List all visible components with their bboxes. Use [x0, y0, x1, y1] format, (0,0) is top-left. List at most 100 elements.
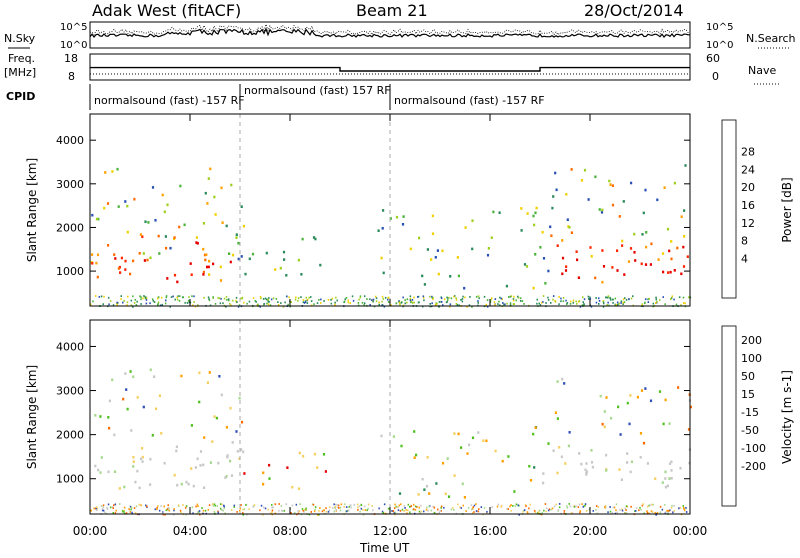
velocity-cell [333, 503, 335, 506]
velocity-cell [101, 509, 104, 512]
power-cell [369, 298, 371, 301]
velocity-cell [664, 470, 667, 474]
velocity-cell [298, 510, 301, 512]
noise-left-tick-low: 10^0 [60, 40, 87, 51]
power-cell [523, 303, 525, 305]
velocity-cell [471, 507, 474, 510]
power-cell [371, 299, 373, 301]
freq-unit: [MHz] [4, 66, 36, 79]
power-cell [670, 257, 673, 261]
velocity-cell [447, 495, 451, 498]
velocity-cell [435, 482, 438, 485]
velocity-cell [500, 506, 503, 508]
velocity-cell [423, 488, 426, 491]
velocity-cell [413, 456, 416, 459]
velocity-cell [157, 505, 159, 507]
velocity-cell [233, 506, 235, 508]
y-tick-label: 3000 [56, 385, 84, 398]
power-cell [331, 297, 334, 300]
velocity-cell [523, 509, 526, 511]
power-cell [611, 203, 615, 207]
velocity-cell [617, 405, 620, 409]
velocity-cell [457, 503, 459, 506]
velocity-cell [452, 507, 454, 509]
power-cell [358, 298, 360, 301]
velocity-cell [224, 476, 227, 479]
velocity-cell [216, 505, 218, 507]
velocity-cell [348, 505, 350, 508]
velocity-cell [333, 510, 335, 513]
velocity-cell [585, 510, 588, 512]
power-cell [126, 230, 129, 234]
power-cell [541, 230, 544, 234]
velocity-cell [286, 466, 289, 469]
power-cell [605, 296, 608, 299]
power-cell [104, 171, 107, 174]
velocity-cell [164, 513, 166, 516]
velocity-cell [348, 509, 350, 512]
power-cell [583, 168, 587, 172]
power-cell [652, 302, 655, 305]
velocity-cell [668, 477, 671, 480]
noise-search-label: N.Search [746, 32, 796, 45]
power-cell [542, 301, 544, 303]
colorbar-tick-label: 20 [741, 181, 755, 194]
velocity-cell [526, 511, 529, 513]
power-cell [431, 295, 433, 298]
velocity-cell [203, 486, 206, 489]
velocity-cell [404, 507, 406, 509]
power-cell [411, 302, 414, 304]
x-axis-label: Time UT [359, 541, 410, 554]
power-cell [235, 299, 237, 302]
power-cell [192, 304, 194, 307]
velocity-cell [501, 459, 504, 463]
velocity-cell [556, 471, 559, 475]
velocity-cell [477, 510, 480, 513]
velocity-cell [327, 510, 330, 513]
velocity-cell [477, 431, 480, 434]
velocity-cell [359, 510, 361, 513]
velocity-cell [135, 505, 138, 508]
power-cell [395, 302, 397, 305]
velocity-cell [683, 508, 685, 510]
velocity-cell [336, 503, 339, 506]
power-cell [381, 295, 384, 298]
velocity-cell [175, 445, 178, 449]
power-cell [237, 241, 240, 245]
power-cell [404, 302, 406, 305]
velocity-cell [659, 511, 662, 514]
velocity-cell [638, 509, 640, 512]
velocity-cell [472, 506, 474, 509]
velocity-cell [547, 442, 550, 445]
velocity-cell [125, 388, 128, 391]
velocity-cell [138, 486, 141, 490]
power-cell [126, 204, 129, 208]
power-cell [673, 298, 675, 301]
power-cell [163, 210, 166, 214]
colorbar-tick-label: 200 [741, 334, 762, 347]
power-cell [352, 299, 355, 302]
velocity-cell [382, 511, 384, 514]
velocity-cell [173, 508, 175, 510]
velocity-cell [344, 510, 347, 513]
power-cell [103, 295, 105, 298]
colorbar-tick-label: -200 [741, 460, 766, 473]
power-cell [96, 253, 100, 257]
power-cell [601, 280, 604, 284]
velocity-cell [107, 470, 110, 474]
velocity-cell [291, 504, 294, 507]
velocity-cell [272, 506, 274, 508]
velocity-cell [575, 505, 577, 508]
power-cell [566, 302, 569, 304]
power-cell [145, 297, 148, 299]
velocity-cell [524, 503, 527, 506]
velocity-cell [612, 506, 614, 509]
power-cell [133, 197, 136, 201]
power-cell [133, 302, 136, 304]
velocity-cell [650, 510, 653, 513]
velocity-cell [620, 478, 623, 481]
power-cell [302, 299, 305, 301]
power-cell [644, 188, 647, 192]
velocity-cell [558, 506, 561, 509]
velocity-cell [242, 508, 244, 511]
